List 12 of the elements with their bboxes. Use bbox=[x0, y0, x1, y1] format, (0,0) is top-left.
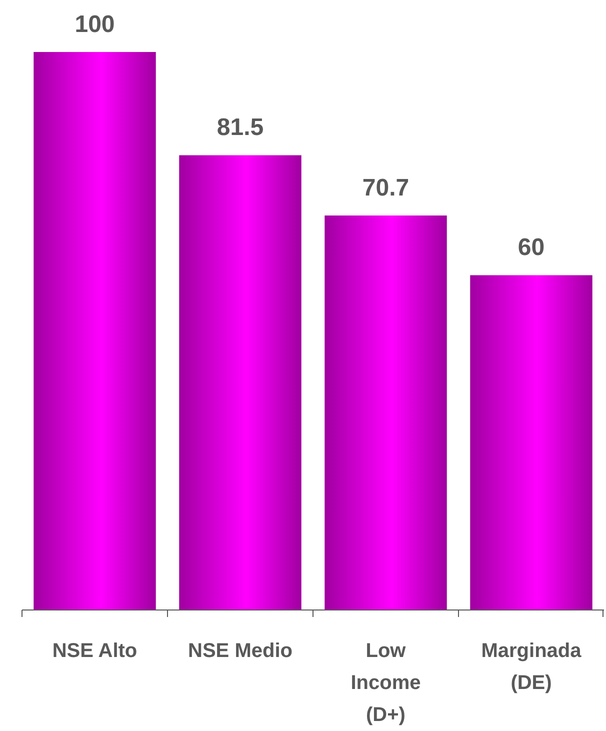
bar bbox=[34, 52, 156, 610]
data-label: 70.7 bbox=[362, 174, 410, 202]
data-label: 100 bbox=[74, 11, 115, 38]
bar bbox=[324, 215, 447, 610]
x-tick-label: NSE Medio bbox=[188, 640, 292, 662]
x-tick-label: Low Income (D+) bbox=[350, 640, 421, 726]
data-label: 60 bbox=[518, 234, 545, 262]
x-tick-label: Marginada (DE) bbox=[481, 640, 582, 694]
bar bbox=[470, 275, 592, 610]
x-tick-label: NSE Alto bbox=[52, 640, 138, 662]
bar bbox=[179, 155, 302, 610]
data-label: 81.5 bbox=[216, 114, 264, 142]
